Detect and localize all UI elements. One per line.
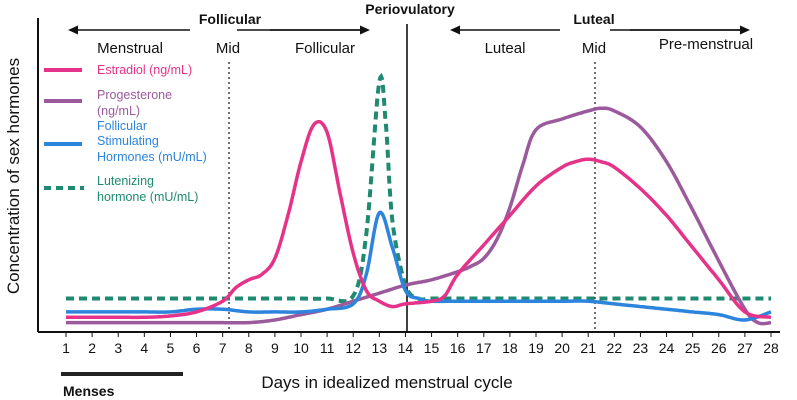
x-tick-label: 10: [293, 340, 309, 356]
subphase-luteal: Luteal: [485, 40, 526, 57]
x-tick-label: 21: [580, 340, 596, 356]
x-tick-label: 8: [245, 340, 253, 356]
x-tick-label: 24: [659, 340, 675, 356]
x-tick-label: 3: [114, 340, 122, 356]
x-tick-label: 1: [62, 340, 70, 356]
x-tick-label: 12: [345, 340, 361, 356]
series-line-fsh: [65, 210, 772, 322]
subphase-mid-luteal: Mid: [582, 40, 606, 57]
x-tick-label: 6: [193, 340, 201, 356]
legend-label-estradiol: Estradiol (ng/mL): [97, 63, 192, 77]
x-tick-label: 9: [271, 340, 279, 356]
subphase-mid-follicular: Mid: [216, 40, 240, 57]
x-tick-label: 7: [219, 340, 227, 356]
series-line-progesterone: [65, 106, 772, 326]
legend-label-lh-1: Lutenizing: [97, 174, 154, 188]
x-tick-label: 14: [398, 340, 414, 356]
x-tick-label: 4: [140, 340, 148, 356]
x-axis-label: Days in idealized menstrual cycle: [261, 373, 512, 392]
x-tick-label: 2: [88, 340, 96, 356]
series-line-estradiol: [65, 119, 772, 320]
x-tick-label: 11: [320, 340, 335, 356]
x-tick-label: 27: [737, 340, 753, 356]
series-line-lutenizing-hormone: [66, 72, 771, 304]
x-tick-label: 18: [502, 340, 518, 356]
phase-periovulatory-header: Periovulatory: [365, 1, 455, 17]
subphase-follicular: Follicular: [295, 40, 355, 57]
x-tick-label: 26: [711, 340, 727, 356]
x-tick-label: 13: [372, 340, 388, 356]
x-tick-label: 17: [476, 340, 492, 356]
x-tick-label: 25: [685, 340, 701, 356]
phase-follicular-header: Follicular: [199, 11, 262, 27]
legend-label-fsh-3: Hormones (mU/mL): [97, 150, 207, 164]
legend-label-fsh-1: Follicular: [97, 119, 147, 133]
x-tick-label: 16: [450, 340, 466, 356]
x-ticks: 1 2 3 4 5 6 7 8 9 10 11 12 13 14 15 16 17 18 19 20 21 22 23 24 2…: [62, 332, 779, 356]
legend-label-fsh-2: Stimulating: [97, 134, 159, 148]
y-axis-label: Concentration of sex hormones: [4, 58, 23, 294]
menses-label: Menses: [63, 383, 115, 399]
legend: Estradiol (ng/mL) Progesterone (ng/mL) F…: [44, 63, 207, 204]
x-tick-label: 5: [167, 340, 175, 356]
phase-luteal-header: Luteal: [573, 11, 614, 27]
subphase-premenstrual: Pre-menstrual: [659, 36, 753, 53]
x-tick-label: 28: [763, 340, 779, 356]
subphase-menstrual: Menstrual: [97, 40, 163, 57]
x-tick-label: 22: [607, 340, 623, 356]
x-tick-label: 23: [633, 340, 649, 356]
x-tick-label: 15: [424, 340, 440, 356]
legend-label-progesterone-unit: (ng/mL): [97, 104, 140, 118]
legend-label-progesterone: Progesterone: [97, 88, 172, 102]
x-tick-label: 20: [554, 340, 570, 356]
legend-label-lh-2: hormone (mU/mL): [97, 190, 198, 204]
phase-arrows: [68, 25, 750, 35]
x-tick-label: 19: [528, 340, 544, 356]
